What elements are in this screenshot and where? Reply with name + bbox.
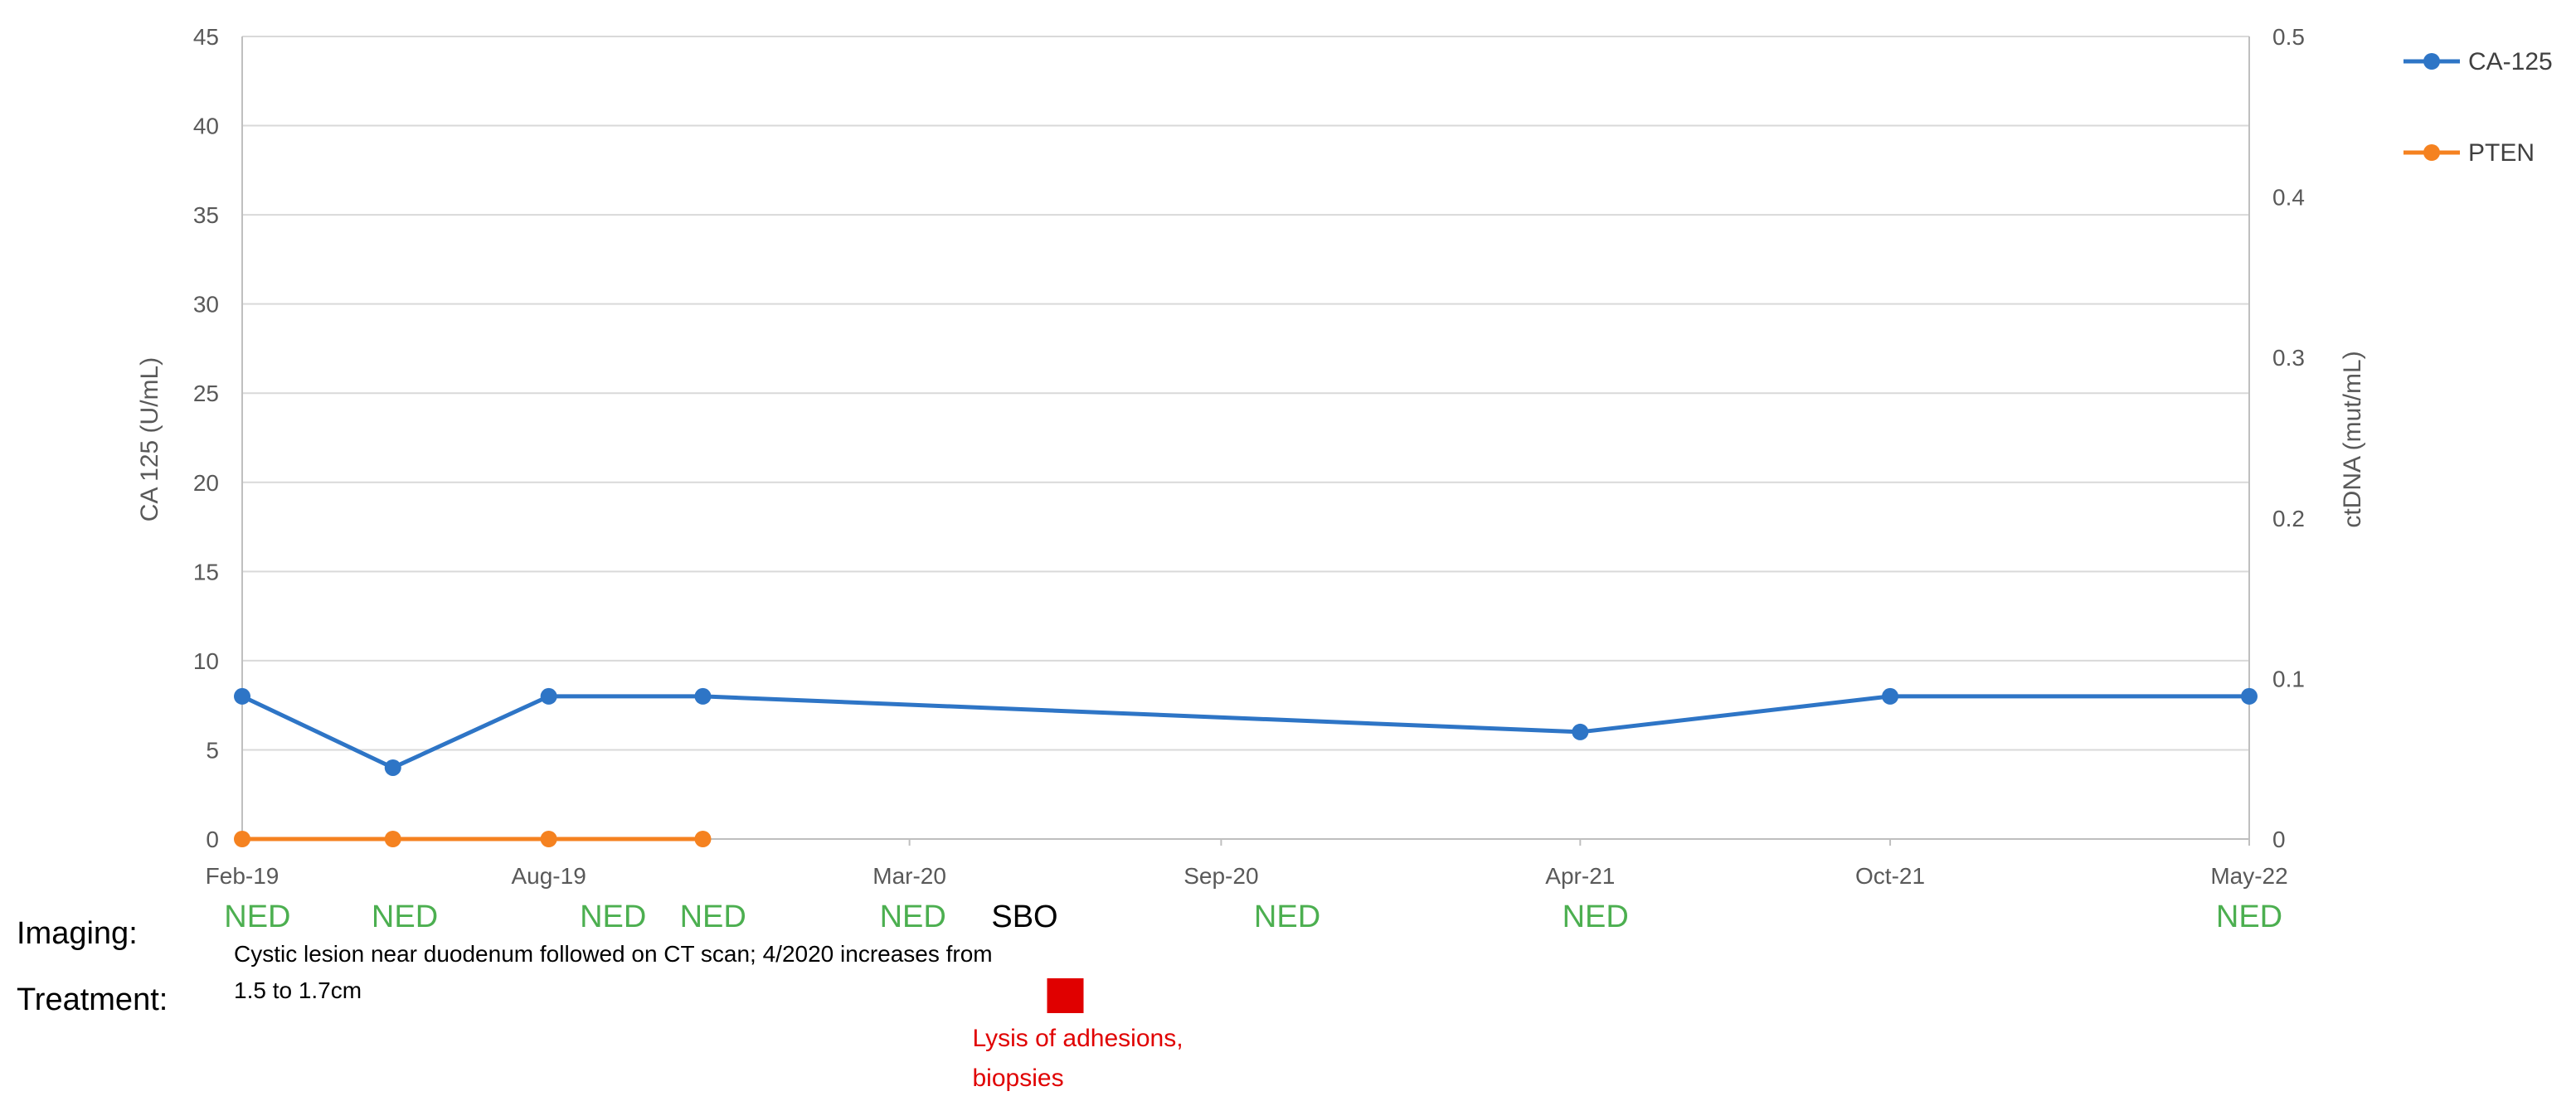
series-group: [234, 687, 2258, 847]
x-tick-label-1: Aug-19: [511, 863, 586, 889]
x-tick-label-2: Mar-20: [872, 863, 946, 889]
point-ca-125-4: [1572, 723, 1589, 740]
y-tick-label-7: 35: [193, 202, 219, 228]
y2-axis-title: ctDNA (mut/mL): [2339, 351, 2366, 527]
imaging-event-7: NED: [1563, 900, 1629, 934]
imaging-event-6: NED: [1254, 900, 1320, 934]
gridlines: [242, 36, 2249, 751]
y-tick-label-0: 0: [206, 827, 219, 852]
x-axis-ticks: Feb-19 Aug-19 Mar-20 Sep-20 Apr-21 Oct-21 May-…: [206, 839, 2288, 889]
point-ca-125-0: [234, 687, 250, 705]
y-tick-label-6: 30: [193, 292, 219, 318]
y2-tick-label-1: 0.1: [2272, 666, 2305, 691]
imaging-note-line2: 1.5 to 1.7cm: [234, 977, 362, 1003]
y-tick-label-9: 45: [193, 24, 219, 50]
imaging-event-1: NED: [372, 900, 438, 934]
y-tick-label-4: 20: [193, 470, 219, 496]
legend-marker-ca-125: [2423, 53, 2440, 70]
point-ca-125-6: [2241, 687, 2258, 705]
point-pten-2: [540, 831, 557, 847]
imaging-event-3: NED: [680, 900, 746, 934]
legend-marker-pten: [2423, 144, 2440, 161]
imaging-event-2: NED: [580, 900, 646, 934]
imaging-note-line1: Cystic lesion near duodenum followed on …: [234, 941, 993, 967]
y-tick-label-5: 25: [193, 381, 219, 406]
y2-tick-label-2: 0.2: [2272, 506, 2305, 531]
point-pten-1: [384, 831, 401, 847]
point-ca-125-5: [1882, 687, 1899, 705]
point-ca-125-2: [540, 687, 557, 705]
treatment-label-0-line1: Lysis of adhesions,: [973, 1025, 1184, 1052]
x-tick-label-6: May-22: [2210, 863, 2287, 889]
y-tick-label-1: 5: [206, 737, 219, 763]
y-tick-label-8: 40: [193, 114, 219, 139]
y2-tick-label-3: 0.3: [2272, 345, 2305, 371]
imaging-event-4: NED: [880, 900, 946, 934]
imaging-events: NED NED NED NED NED SBO NED NED NED: [224, 900, 2282, 934]
point-ca-125-1: [384, 759, 401, 776]
treatment-label-0-line2: biopsies: [973, 1065, 1064, 1092]
point-ca-125-3: [694, 687, 712, 705]
x-tick-label-5: Oct-21: [1855, 863, 1925, 889]
y2-tick-label-4: 0.4: [2272, 185, 2305, 211]
legend-label-ca-125: CA-125: [2468, 48, 2553, 75]
treatment-row-label: Treatment:: [17, 982, 168, 1017]
y2-tick-label-5: 0.5: [2272, 24, 2305, 50]
x-tick-label-4: Apr-21: [1545, 863, 1615, 889]
treatment-marker-0: [1047, 978, 1084, 1013]
y2-axis-ticks: 0 0.1 0.2 0.3 0.4 0.5: [2272, 24, 2305, 852]
imaging-event-5: SBO: [991, 900, 1057, 934]
imaging-event-8: NED: [2216, 900, 2282, 934]
y2-tick-label-0: 0: [2272, 827, 2286, 852]
y-axis-ticks: 0 5 10 15 20 25 30 35 40 45: [193, 24, 219, 852]
legend-label-pten: PTEN: [2468, 139, 2535, 167]
series-line-ca-125: [241, 694, 2249, 770]
legend: CA-125 PTEN: [2403, 48, 2553, 167]
x-tick-label-0: Feb-19: [206, 863, 279, 889]
point-pten-3: [694, 831, 712, 847]
y-tick-label-2: 10: [193, 648, 219, 674]
y-tick-label-3: 15: [193, 559, 219, 584]
imaging-event-0: NED: [224, 900, 290, 934]
y-axis-title: CA 125 (U/mL): [136, 357, 163, 521]
treatment-events: Lysis of adhesions, biopsies: [973, 978, 1184, 1092]
imaging-row-label: Imaging:: [17, 916, 138, 951]
x-tick-label-3: Sep-20: [1184, 863, 1258, 889]
point-pten-0: [234, 831, 250, 847]
